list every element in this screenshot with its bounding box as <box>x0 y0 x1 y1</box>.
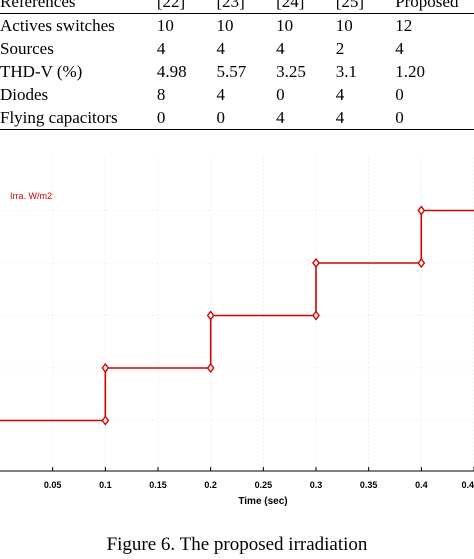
header-proposed: Proposed <box>395 0 474 14</box>
table-cell: 4 <box>276 39 285 58</box>
table-cell: 4.98 <box>156 62 187 81</box>
x-tick-label-7: 0.4 <box>415 480 428 490</box>
x-tick-label-2: 0.15 <box>149 480 167 490</box>
data-point-marker-0 <box>101 415 110 426</box>
table-cell: 0 <box>276 85 285 104</box>
data-point-marker-6 <box>417 257 426 269</box>
table-cell: 0 <box>395 106 474 130</box>
table-cell: 0 <box>156 106 217 130</box>
table-cell: 3.25 <box>276 62 306 81</box>
table-cell: 10 <box>335 16 353 35</box>
table-cell: 0 <box>216 106 277 130</box>
table-row: Flying capacitors 0 0 4 4 0 <box>0 106 474 130</box>
table-header-row: References [22] [23] [24] [25] Proposed <box>0 0 474 14</box>
table-cell: 8 <box>156 85 166 104</box>
header-ref-24: [24] <box>276 0 336 14</box>
series-legend-label: Irra. W/m2 <box>10 191 52 201</box>
table-cell: 4 <box>156 39 166 58</box>
series-markers <box>101 205 426 426</box>
irradiation-chart: 0.05 0.1 0.15 0.2 0.25 0.3 0.35 0.4 0.4 Irra. W/… <box>0 158 474 512</box>
x-tick-label-3: 0.2 <box>204 480 217 490</box>
table-cell: 0 <box>395 85 404 104</box>
header-references: References <box>0 0 157 14</box>
table-cell: 10 <box>276 16 294 35</box>
x-tick-label-0: 0.05 <box>44 480 62 490</box>
table-cell: Flying capacitors <box>0 106 157 130</box>
x-axis-label: Time (sec) <box>238 496 287 507</box>
header-ref-25: [25] <box>335 0 396 14</box>
table-row: THD-V (%) 4.98 5.57 3.25 3.1 1.20 <box>0 60 474 83</box>
chart-background <box>0 158 474 512</box>
x-tick-label-1: 0.1 <box>99 480 112 490</box>
table-row: Sources 4 4 4 2 4 <box>0 37 474 60</box>
data-point-marker-2 <box>206 362 215 374</box>
table-cell: 4 <box>276 106 336 130</box>
comparison-table: References [22] [23] [24] [25] Proposed … <box>0 0 474 130</box>
table-cell: 4 <box>395 39 404 58</box>
data-point-marker-4 <box>312 310 320 321</box>
table-cell: Actives switches <box>0 16 115 35</box>
figure-caption: Figure 6. The proposed irradiation <box>106 534 368 555</box>
series-line-irradiation <box>0 209 474 422</box>
data-point-marker-7 <box>417 205 426 216</box>
data-point-marker-3 <box>206 310 215 321</box>
data-point-marker-1 <box>101 362 110 374</box>
header-ref-23: [23] <box>216 0 277 14</box>
table-cell: 4 <box>335 85 345 104</box>
data-point-marker-5 <box>312 257 320 269</box>
table-cell: THD-V (%) <box>0 62 83 81</box>
table-cell: 4 <box>216 85 225 104</box>
table-cell: Diodes <box>0 85 49 104</box>
table-cell: 10 <box>156 16 174 35</box>
table-cell: 3.1 <box>335 62 357 81</box>
x-tick-label-8: 0.4 <box>461 480 474 490</box>
table-cell: 5.57 <box>216 62 247 81</box>
table-row: Diodes 8 4 0 4 0 <box>0 83 474 106</box>
x-axis-ticks: 0.05 0.1 0.15 0.2 0.25 0.3 0.35 0.4 0.4 <box>44 467 474 490</box>
table-cell: 4 <box>335 106 396 130</box>
table-row: Actives switches 10 10 10 10 12 <box>0 14 474 38</box>
x-tick-label-5: 0.3 <box>310 480 323 490</box>
header-ref-22: [22] <box>156 0 217 14</box>
table-cell: 1.20 <box>395 62 425 81</box>
table-cell: 10 <box>216 16 234 35</box>
table-cell: 4 <box>216 39 225 58</box>
table-cell: Sources <box>0 39 54 58</box>
x-tick-label-4: 0.25 <box>255 480 273 490</box>
x-tick-label-6: 0.35 <box>360 480 378 490</box>
table-cell: 2 <box>335 39 345 58</box>
table-cell: 12 <box>395 16 413 35</box>
